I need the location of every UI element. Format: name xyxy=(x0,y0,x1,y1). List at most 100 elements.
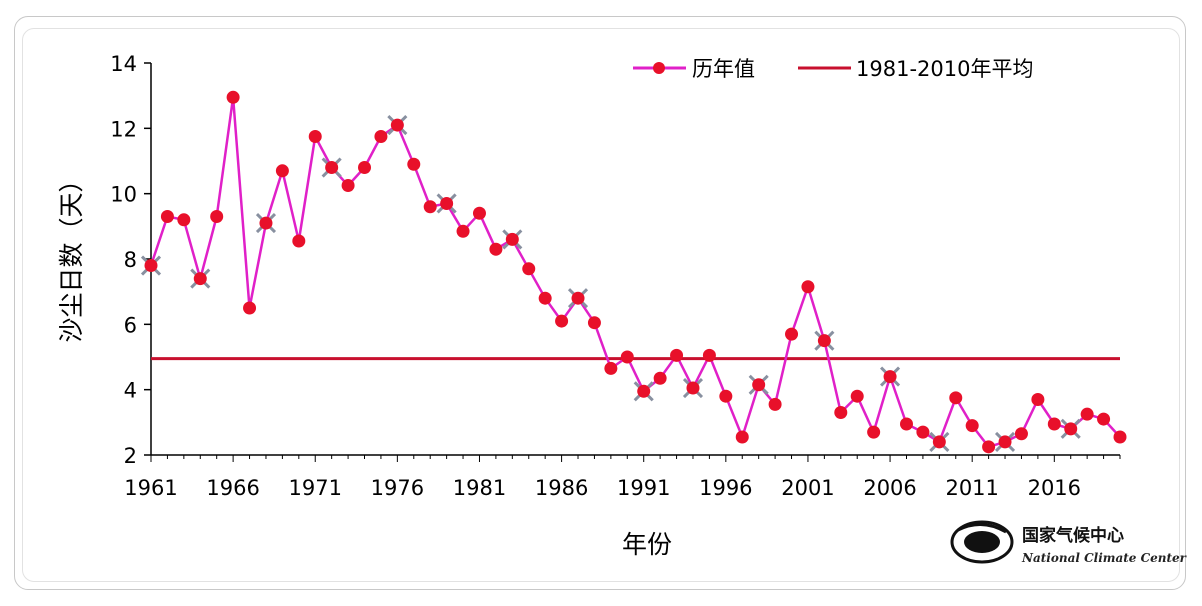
y-tick-label: 10 xyxy=(110,183,137,207)
data-point xyxy=(916,425,930,439)
data-point xyxy=(850,389,864,403)
data-point xyxy=(719,389,733,403)
data-point xyxy=(1047,417,1061,431)
data-point xyxy=(670,348,684,362)
data-point xyxy=(932,435,946,449)
data-point xyxy=(325,161,339,175)
data-point xyxy=(390,118,404,132)
y-tick-label: 14 xyxy=(110,52,137,76)
data-point xyxy=(440,196,454,210)
data-point xyxy=(243,301,257,315)
x-tick-label: 1976 xyxy=(371,476,424,500)
data-point xyxy=(571,291,585,305)
data-point xyxy=(817,334,831,348)
data-point xyxy=(456,224,470,238)
data-point xyxy=(587,316,601,330)
x-tick-label: 2011 xyxy=(945,476,998,500)
x-tick-label: 1981 xyxy=(453,476,506,500)
markers-group xyxy=(140,90,1127,454)
data-point xyxy=(1097,412,1111,426)
data-point xyxy=(177,213,191,227)
data-point xyxy=(752,378,766,392)
y-tick-label: 8 xyxy=(124,248,137,272)
data-point xyxy=(423,200,437,214)
data-point xyxy=(489,242,503,256)
data-point xyxy=(899,417,913,431)
x-tick-label: 2016 xyxy=(1028,476,1081,500)
data-point xyxy=(341,179,355,192)
data-point xyxy=(193,272,207,286)
data-point xyxy=(374,130,388,143)
x-ticks: 1961 1966 1971 1976 1981 1986 1991 1996 2001 2006… xyxy=(124,455,1121,500)
data-point xyxy=(1014,427,1028,441)
annual-series-line xyxy=(149,96,1121,449)
data-point xyxy=(1080,407,1094,421)
data-point xyxy=(292,234,306,248)
data-point xyxy=(505,232,519,246)
x-tick-label: 2001 xyxy=(781,476,834,500)
y-tick-label: 12 xyxy=(110,117,137,141)
logo-emblem-icon xyxy=(950,520,1014,564)
x-tick-label: 1961 xyxy=(124,476,177,500)
data-point xyxy=(834,406,848,420)
data-point xyxy=(407,157,421,171)
chart-frame-inner xyxy=(22,28,1180,582)
chart-frame-outer xyxy=(14,16,1186,590)
data-point xyxy=(358,161,372,175)
legend-label-average: 1981-2010年平均 xyxy=(856,57,1033,81)
data-point xyxy=(472,206,486,220)
data-point xyxy=(653,371,667,385)
data-point xyxy=(144,259,158,273)
data-point xyxy=(998,435,1012,449)
data-point xyxy=(160,210,174,224)
data-point xyxy=(637,384,651,398)
x-tick-label: 1971 xyxy=(289,476,342,500)
data-point xyxy=(768,397,782,411)
y-ticks: 2 4 6 8 10 12 14 xyxy=(110,52,151,468)
data-point xyxy=(801,280,815,294)
data-point xyxy=(735,430,749,444)
legend-label-annual: 历年值 xyxy=(692,57,755,81)
data-point xyxy=(308,130,322,143)
data-point xyxy=(275,164,289,178)
logo-name-en: National Climate Center xyxy=(1021,551,1188,565)
x-tick-label: 1991 xyxy=(617,476,670,500)
data-point xyxy=(1064,422,1078,436)
data-point xyxy=(522,262,536,276)
y-tick-label: 6 xyxy=(124,313,137,337)
data-point xyxy=(965,419,979,433)
data-point xyxy=(555,314,569,328)
data-point xyxy=(982,440,996,454)
data-point xyxy=(226,90,240,104)
legend-marker-annual xyxy=(653,62,665,74)
x-tick-label: 1996 xyxy=(699,476,752,500)
data-point xyxy=(949,391,963,405)
data-point xyxy=(883,370,897,384)
x-tick-label: 1986 xyxy=(535,476,588,500)
data-point xyxy=(785,327,799,341)
x-tick-label: 1966 xyxy=(206,476,259,500)
legend: 历年值 1981-2010年平均 xyxy=(633,57,1033,81)
data-point xyxy=(538,291,552,305)
x-tick-label: 2006 xyxy=(863,476,916,500)
data-point xyxy=(210,210,224,224)
ncc-logo: 国家气候中心 National Climate Center xyxy=(950,520,1188,565)
data-point xyxy=(259,216,273,230)
series-line-group xyxy=(149,96,1121,449)
data-point xyxy=(604,361,618,375)
logo-emblem-core xyxy=(964,531,1000,553)
y-axis-title: 沙尘日数（天） xyxy=(57,167,86,342)
data-point xyxy=(1031,392,1045,406)
data-point xyxy=(867,425,881,439)
logo-name-cn: 国家气候中心 xyxy=(1022,525,1124,546)
y-tick-label: 4 xyxy=(124,379,137,403)
axes xyxy=(150,63,1120,456)
data-point xyxy=(1113,430,1127,444)
x-axis-title: 年份 xyxy=(622,530,672,559)
data-point xyxy=(702,348,716,362)
y-tick-label: 2 xyxy=(124,444,137,468)
logo-emblem-swoosh xyxy=(957,523,1007,534)
data-point xyxy=(620,350,634,364)
data-point xyxy=(686,381,700,395)
